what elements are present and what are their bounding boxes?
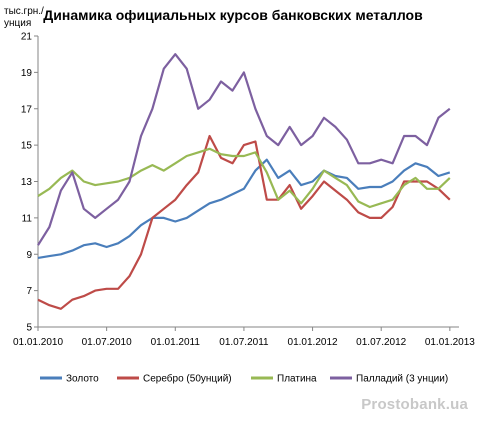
x-tick-label: 01.01.2012	[288, 337, 338, 348]
y-tick-label: 7	[26, 286, 32, 297]
x-tick-label: 01.01.2013	[425, 337, 475, 348]
y-axis-label: тыс.грн./ унция	[4, 6, 47, 29]
x-tick-label: 01.01.2011	[151, 337, 201, 348]
legend-label: Платина	[277, 374, 317, 385]
legend-label: Палладий (3 унции)	[356, 374, 448, 385]
y-tick-label: 5	[26, 323, 32, 334]
chart-title: Динамика официальных курсов банковских м…	[43, 7, 423, 23]
watermark: Prostobank.ua	[361, 396, 468, 413]
x-tick-label: 01.07.2010	[82, 337, 132, 348]
legend-label: Золото	[66, 374, 99, 385]
axes: 5 7 9 11 13 15 17 19 21 01.01.2010 01.07.2010 01.01…	[13, 32, 475, 349]
y-tick-label: 11	[22, 213, 33, 224]
x-tick-label: 01.07.2012	[356, 337, 406, 348]
series-line	[37, 134, 451, 310]
legend-label: Серебро (50унций)	[143, 373, 232, 385]
y-axis-label-line: тыс.грн./	[4, 6, 44, 17]
x-tick-label: 01.01.2010	[13, 337, 63, 348]
series-line	[37, 53, 451, 246]
y-axis-label-line: унция	[4, 18, 31, 29]
series-line	[37, 147, 451, 209]
y-tick-label: 21	[21, 32, 33, 43]
y-tick-label: 15	[21, 141, 33, 152]
y-tick-label: 17	[21, 104, 33, 115]
y-tick-label: 19	[21, 68, 33, 79]
y-tick-label: 13	[21, 177, 33, 188]
series-layer	[37, 53, 451, 310]
y-tick-label: 9	[26, 250, 32, 261]
legend: Золото Серебро (50унций) Платина Палладий (…	[40, 373, 448, 385]
series-line	[37, 158, 451, 259]
x-tick-label: 01.07.2011	[219, 337, 269, 348]
